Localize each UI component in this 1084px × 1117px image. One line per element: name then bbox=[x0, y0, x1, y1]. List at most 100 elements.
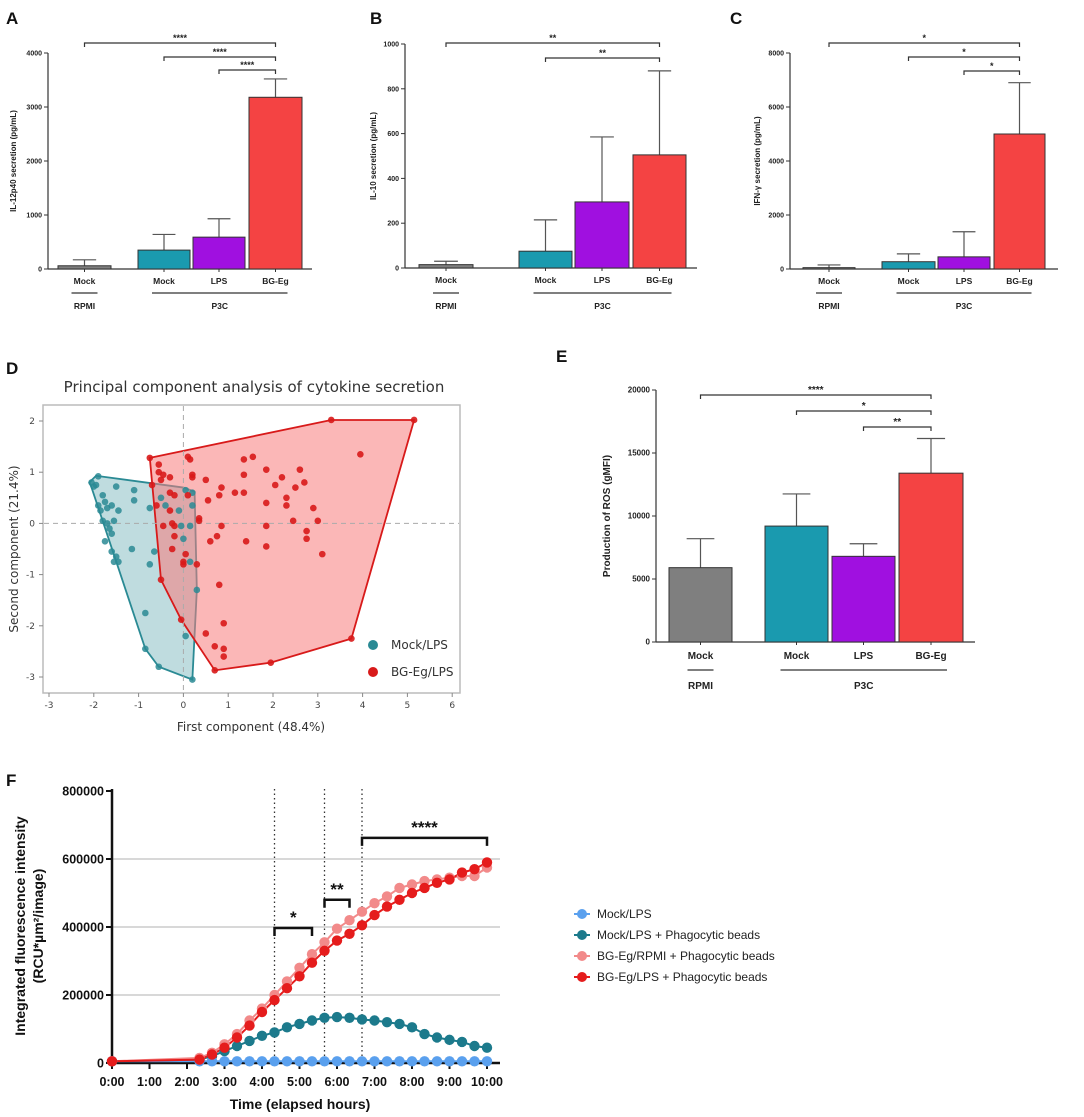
category-label: Mock bbox=[818, 276, 840, 286]
data-point bbox=[153, 502, 160, 509]
data-point bbox=[331, 935, 343, 946]
x-tick-label: 10:00 bbox=[471, 1075, 503, 1089]
data-point bbox=[159, 471, 167, 479]
legend-label: BG-Eg/LPS + Phagocytic beads bbox=[597, 970, 767, 984]
data-point bbox=[94, 472, 102, 480]
y-tick-label: 800 bbox=[387, 86, 399, 93]
group-label: RPMI bbox=[688, 681, 713, 692]
significance-label: **** bbox=[411, 818, 438, 837]
legend-label: BG-Eg/RPMI + Phagocytic beads bbox=[597, 949, 775, 963]
x-tick-label: 0:00 bbox=[99, 1075, 124, 1089]
bar bbox=[518, 250, 573, 269]
data-point bbox=[182, 486, 189, 494]
panel-letter-f: F bbox=[6, 771, 16, 790]
data-point bbox=[159, 522, 167, 530]
significance-label: * bbox=[922, 33, 926, 43]
panel-letter-d: D bbox=[6, 359, 18, 378]
x-tick-label: 7:00 bbox=[362, 1075, 387, 1089]
bar bbox=[993, 133, 1046, 270]
bar bbox=[574, 201, 630, 269]
group-label: P3C bbox=[594, 301, 611, 311]
significance-bracket bbox=[218, 69, 277, 74]
category-label: Mock bbox=[784, 651, 810, 662]
y-tick-label: 2000 bbox=[768, 213, 784, 220]
category-label: BG-Eg bbox=[262, 276, 288, 286]
y-tick-label: 4000 bbox=[26, 51, 42, 58]
data-point bbox=[394, 894, 405, 905]
y-tick-label: 1000 bbox=[383, 42, 399, 49]
x-tick-label: 5:00 bbox=[287, 1075, 312, 1089]
data-point bbox=[281, 1022, 293, 1033]
data-point bbox=[381, 1017, 393, 1028]
bar bbox=[831, 555, 896, 643]
significance-bracket bbox=[273, 926, 314, 937]
category-label: Mock bbox=[898, 276, 920, 286]
data-point bbox=[271, 481, 279, 489]
data-point bbox=[202, 630, 210, 637]
panel-letter-e: E bbox=[556, 347, 567, 366]
data-point bbox=[240, 489, 248, 496]
significance-bracket bbox=[323, 898, 351, 908]
y-tick-label: 400 bbox=[387, 176, 399, 183]
data-point bbox=[128, 545, 136, 553]
data-point bbox=[108, 502, 116, 509]
bar bbox=[764, 525, 829, 643]
y-tick-label: 2 bbox=[29, 417, 35, 427]
x-tick-label: 3:00 bbox=[212, 1075, 237, 1089]
data-point bbox=[289, 517, 297, 525]
data-point bbox=[182, 550, 189, 558]
panel-a: 0 1000 2000 3000 4000 Mock Mock LPS BG-Eg RPMI P3C… bbox=[26, 33, 312, 311]
data-point bbox=[256, 1056, 268, 1067]
data-point bbox=[306, 949, 318, 960]
data-point bbox=[381, 1056, 393, 1067]
data-point bbox=[269, 1027, 280, 1038]
data-point bbox=[101, 538, 109, 545]
data-point bbox=[195, 517, 203, 525]
significance-bracket bbox=[862, 426, 932, 431]
data-point bbox=[301, 479, 308, 486]
category-label: BG-Eg bbox=[646, 275, 672, 285]
data-point bbox=[394, 1018, 405, 1030]
data-point bbox=[219, 1042, 230, 1053]
y-tick-label: 2000 bbox=[26, 159, 42, 166]
significance-label: **** bbox=[808, 385, 824, 396]
bar bbox=[57, 265, 112, 270]
data-point bbox=[262, 466, 270, 473]
data-point bbox=[146, 454, 154, 462]
data-point bbox=[419, 882, 430, 894]
data-point bbox=[456, 1056, 468, 1067]
data-point bbox=[394, 882, 405, 894]
significance-label: * bbox=[290, 908, 297, 927]
y-tick-label: 200000 bbox=[62, 989, 104, 1003]
data-point bbox=[303, 535, 310, 543]
legend-marker-mock-lps bbox=[368, 640, 378, 650]
data-point bbox=[348, 635, 355, 642]
data-point bbox=[262, 499, 270, 507]
category-label: Mock bbox=[435, 275, 457, 285]
data-point bbox=[319, 945, 330, 956]
data-point bbox=[278, 474, 286, 481]
x-tick-label: 0 bbox=[181, 701, 187, 711]
y-tick-label: 0 bbox=[646, 638, 651, 647]
data-point bbox=[242, 538, 250, 545]
bar bbox=[418, 264, 474, 269]
panel-d-title: Principal component analysis of cytokine… bbox=[64, 378, 445, 396]
data-point bbox=[356, 1014, 368, 1025]
data-point bbox=[157, 494, 165, 502]
data-point bbox=[344, 915, 355, 926]
data-point bbox=[94, 502, 102, 509]
data-point bbox=[194, 1054, 205, 1065]
data-point bbox=[202, 476, 210, 484]
data-point bbox=[294, 971, 305, 982]
data-point bbox=[344, 1056, 355, 1067]
panel-letter-a: A bbox=[6, 9, 18, 28]
significance-label: ** bbox=[893, 417, 901, 428]
group-label: RPMI bbox=[818, 301, 839, 311]
y-tick-label: 0 bbox=[29, 519, 35, 529]
data-point bbox=[157, 576, 165, 584]
group-label: P3C bbox=[854, 681, 873, 692]
data-point bbox=[177, 616, 185, 623]
data-point bbox=[292, 484, 299, 491]
significance-label: **** bbox=[173, 33, 188, 43]
